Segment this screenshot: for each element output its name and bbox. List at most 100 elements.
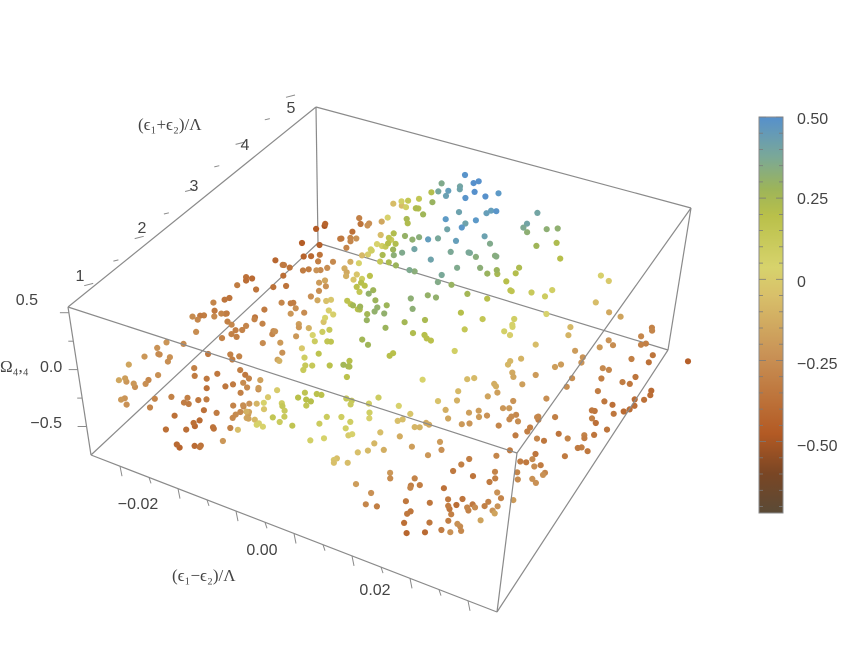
data-point — [434, 279, 441, 286]
data-point — [620, 408, 627, 415]
data-point — [465, 409, 473, 416]
y-tick-mark — [113, 259, 119, 262]
data-point — [366, 272, 373, 279]
data-point — [475, 178, 482, 185]
data-point — [253, 286, 260, 293]
y-tick-mark — [184, 188, 195, 192]
data-point — [356, 288, 363, 295]
data-point — [301, 309, 308, 316]
data-point — [337, 235, 344, 242]
data-point — [189, 313, 196, 320]
data-point — [416, 424, 423, 431]
data-point — [479, 316, 486, 323]
data-point — [276, 357, 283, 364]
data-point — [442, 406, 449, 413]
data-point — [377, 258, 384, 265]
data-point — [594, 388, 602, 395]
data-point — [599, 365, 606, 372]
data-point — [507, 287, 514, 294]
data-point — [362, 501, 369, 508]
data-point — [307, 293, 314, 300]
data-point — [320, 435, 328, 442]
data-point — [514, 469, 521, 476]
y-tick-mark — [214, 165, 220, 168]
data-point — [228, 321, 235, 328]
data-point — [491, 510, 498, 517]
data-point — [425, 236, 432, 243]
data-point — [610, 410, 617, 417]
x-tick-label: −0.02 — [118, 496, 159, 513]
data-point — [459, 495, 466, 503]
data-point — [503, 278, 510, 285]
data-point — [626, 380, 633, 387]
data-point — [194, 316, 201, 323]
data-point — [243, 277, 250, 284]
data-point — [357, 303, 364, 310]
data-point — [213, 409, 220, 416]
data-point — [287, 310, 294, 317]
data-point — [619, 379, 626, 386]
data-point — [561, 453, 569, 460]
data-point — [343, 273, 350, 280]
data-point — [340, 361, 347, 368]
axis-tick-labels: −0.02 0.00 0.02 1 2 3 4 5 0.5 0.0 −0.5 — [16, 100, 391, 599]
data-point — [313, 267, 320, 274]
data-point — [399, 416, 406, 423]
data-point — [416, 234, 423, 241]
data-point — [234, 426, 241, 433]
data-point — [617, 313, 624, 320]
data-point — [491, 468, 499, 475]
data-point — [283, 282, 290, 290]
data-point — [551, 363, 559, 371]
box-edge — [516, 207, 692, 454]
data-point — [591, 431, 598, 438]
colorbar-gradient — [758, 116, 784, 514]
x-tick-mark — [264, 522, 268, 529]
data-point — [154, 344, 161, 351]
data-point — [308, 253, 315, 260]
data-point — [315, 258, 322, 265]
data-point — [227, 424, 234, 432]
data-point — [210, 425, 217, 432]
colorbar-tick-label: 0 — [797, 274, 806, 291]
data-point — [645, 359, 652, 366]
data-point — [448, 281, 455, 288]
data-point — [218, 335, 226, 342]
data-point — [364, 341, 372, 348]
data-point — [649, 352, 656, 359]
data-point — [130, 380, 137, 387]
data-point — [603, 426, 611, 433]
data-point — [438, 526, 445, 534]
data-point — [472, 253, 479, 260]
data-point — [494, 503, 501, 510]
x-tick-mark — [409, 578, 413, 589]
data-point — [390, 246, 397, 253]
data-point — [554, 225, 561, 232]
data-point — [411, 424, 418, 431]
data-point — [510, 373, 517, 380]
data-point — [518, 355, 525, 362]
data-point — [465, 249, 472, 256]
data-point — [543, 310, 550, 318]
data-point — [447, 529, 454, 536]
data-point — [395, 402, 402, 409]
data-point — [442, 216, 449, 223]
data-point — [301, 389, 308, 396]
data-point — [450, 467, 457, 475]
data-point — [373, 241, 381, 248]
box-edge — [67, 306, 518, 454]
data-point — [287, 300, 294, 307]
data-point — [477, 517, 484, 524]
data-point — [233, 333, 240, 340]
data-point — [203, 396, 210, 403]
data-point — [537, 462, 544, 469]
box-edge — [67, 106, 317, 308]
data-point — [434, 398, 442, 405]
data-point — [305, 325, 312, 332]
data-point — [532, 450, 539, 458]
data-point — [173, 441, 180, 448]
data-point — [484, 295, 491, 302]
data-point — [180, 399, 188, 406]
data-point — [195, 397, 202, 404]
data-point — [343, 244, 350, 251]
